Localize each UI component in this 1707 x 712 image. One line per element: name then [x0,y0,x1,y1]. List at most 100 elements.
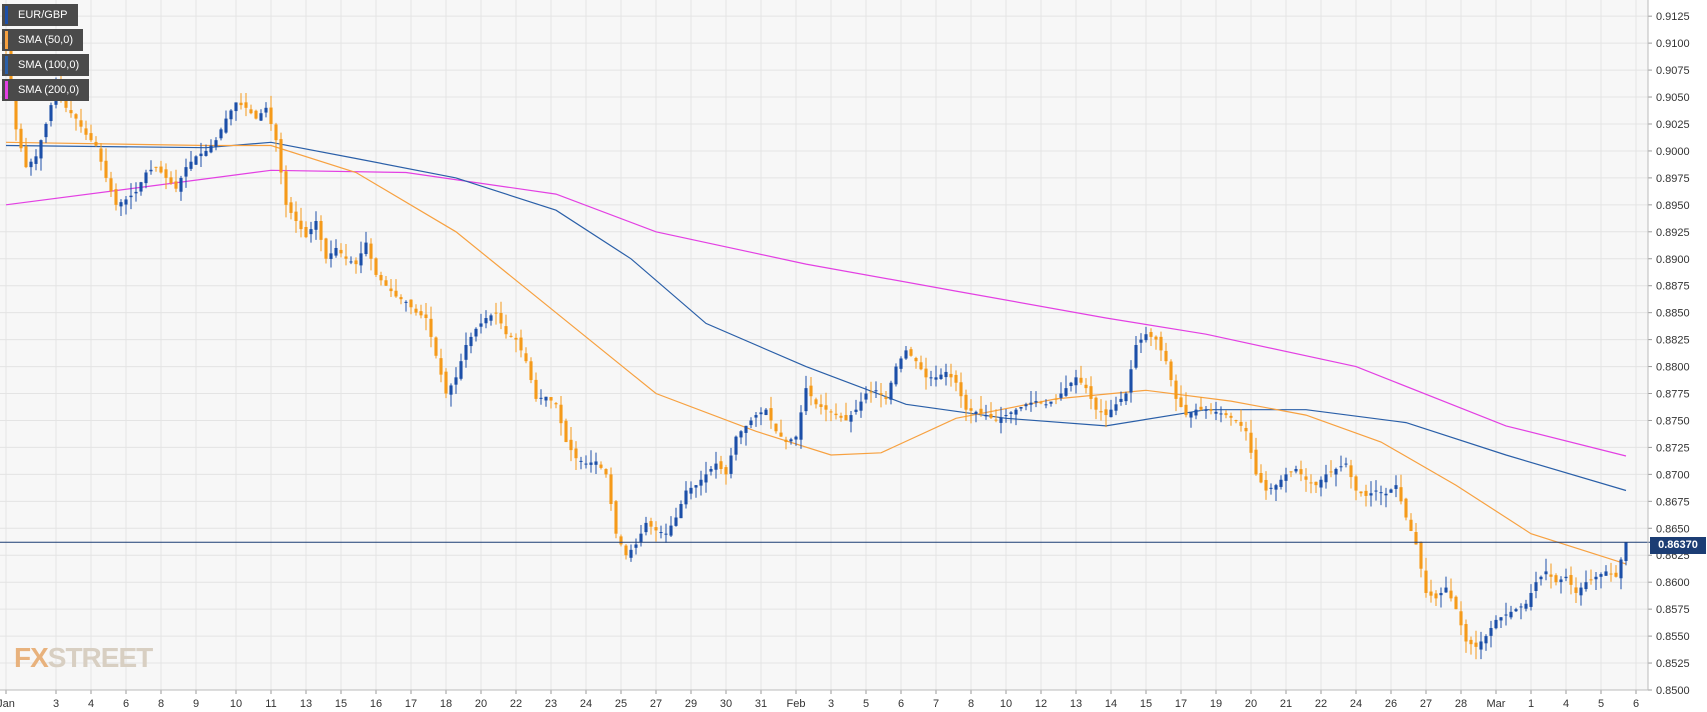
candle-body [244,102,248,108]
candle-body [499,312,503,324]
candle-body [804,388,808,412]
candle-body [1359,491,1363,494]
candle-body [1284,474,1288,481]
legend-item-sma100[interactable]: SMA (100,0) [2,54,90,76]
x-tick-label: 21 [1280,698,1292,710]
candle-body [864,393,868,400]
candle-body [1524,603,1528,609]
candle-body [74,114,78,119]
candle-body [1144,334,1148,341]
candle-body [624,545,628,556]
candle-body [1269,487,1273,489]
candle-body [644,522,648,533]
candle-body [1189,412,1193,418]
candle-body [1434,593,1438,599]
legend-swatch-sma50 [5,31,8,49]
x-tick-label: 29 [685,698,697,710]
candle-body [374,258,378,275]
candle-body [449,385,453,395]
y-tick-label: 0.9000 [1656,146,1690,158]
candlesticks [4,33,1628,660]
x-tick-label: 8 [158,698,164,710]
candle-body [1364,490,1368,496]
candle-body [714,463,718,470]
candle-body [1419,541,1423,569]
legend-label-sma50: SMA (50,0) [18,34,74,46]
candle-body [854,409,858,412]
grid-lines [0,0,1648,691]
candle-body [679,504,683,519]
candle-body [89,133,93,141]
candle-body [1074,377,1078,386]
x-tick-label: 16 [370,698,382,710]
candle-body [419,311,423,316]
candle-body [1009,412,1013,414]
candle-body [1549,574,1553,577]
candle-body [674,517,678,526]
candle-body [149,169,153,172]
candle-body [529,361,533,381]
candle-body [1609,573,1613,575]
candle-body [829,411,833,413]
candle-body [894,366,898,385]
candle-body [984,415,988,417]
candle-body [334,247,338,256]
current-price-tag: 0.86370 [1650,537,1706,554]
candle-body [754,415,758,418]
candle-body [1314,481,1318,486]
candle-body [274,124,278,141]
candle-body [494,312,498,314]
candle-body [1499,617,1503,621]
candle-body [599,464,603,468]
candle-body [179,177,183,192]
candle-body [1129,369,1133,393]
candle-body [174,181,178,189]
candle-body [424,314,428,319]
candle-body [549,397,553,401]
candle-body [1529,592,1533,607]
candle-body [784,439,788,443]
legend-item-sma50[interactable]: SMA (50,0) [2,29,84,51]
candle-body [139,182,143,192]
candle-body [464,345,468,360]
candle-body [354,260,358,265]
candle-body [339,249,343,254]
candle-body [1399,487,1403,502]
candle-body [474,328,478,337]
candle-body [1389,489,1393,493]
candle-body [34,156,38,164]
candle-body [144,172,148,184]
candle-body [849,415,853,422]
candle-body [1309,482,1313,484]
candle-body [564,420,568,443]
candle-body [1094,397,1098,410]
candle-body [224,118,228,133]
y-tick-label: 0.8550 [1656,631,1690,643]
candle-body [209,145,213,153]
x-tick-label: 20 [475,698,487,710]
candle-body [429,318,433,337]
candle-body [489,315,493,321]
candle-body [1134,345,1138,368]
x-tick-label: 5 [1598,698,1604,710]
candle-body [1249,432,1253,453]
candle-body [1614,572,1618,577]
candle-body [1159,336,1163,351]
candle-body [634,544,638,548]
candle-body [729,455,733,474]
candle-body [1179,397,1183,407]
candle-body [1584,582,1588,590]
candle-body [904,350,908,359]
x-tick-label: 19 [1210,698,1222,710]
legend-item-eurgbp[interactable]: EUR/GBP [2,4,78,26]
legend-item-sma200[interactable]: SMA (200,0) [2,79,90,101]
candle-body [584,463,588,465]
candle-body [909,349,913,356]
candle-body [939,374,943,379]
candle-body [594,461,598,465]
candle-body [194,156,198,165]
candle-body [154,166,158,168]
x-axis: Jan3468910111315161718202223242527293031… [0,690,1639,710]
candle-body [1079,377,1083,383]
